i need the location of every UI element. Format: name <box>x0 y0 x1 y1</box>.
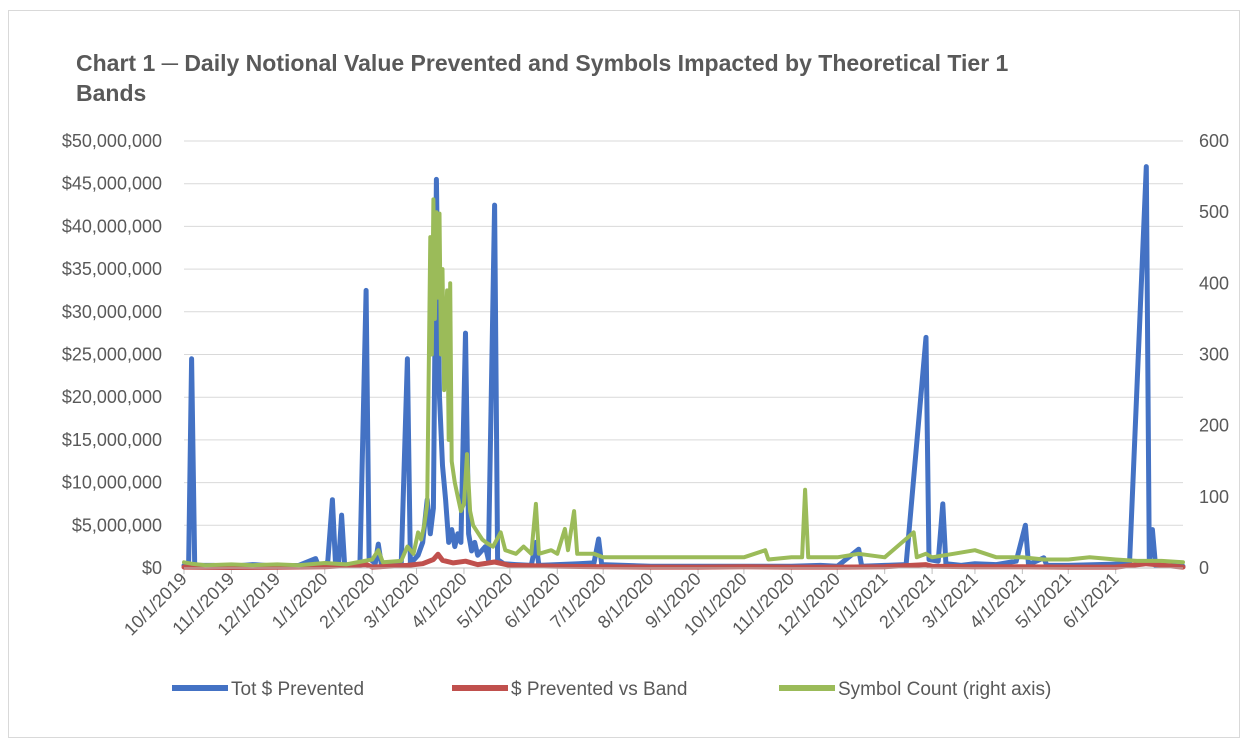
y2-tick-label: 300 <box>1199 345 1229 365</box>
y-tick-label: $40,000,000 <box>62 216 162 236</box>
y-tick-label: $35,000,000 <box>62 259 162 279</box>
y2-tick-label: 200 <box>1199 416 1229 436</box>
series-line-2 <box>182 197 1185 568</box>
legend-entry-label: Tot $ Prevented <box>231 679 364 700</box>
legend-entry-label: $ Prevented vs Band <box>511 679 687 700</box>
y-tick-label: $10,000,000 <box>62 473 162 493</box>
y2-tick-label: 400 <box>1199 273 1229 293</box>
series-layer <box>181 164 1186 570</box>
chart-title: Chart 1 ─ Daily Notional Value Prevented… <box>76 50 1009 106</box>
chart-frame <box>8 10 1240 738</box>
y-tick-label: $25,000,000 <box>62 345 162 365</box>
gridlines <box>184 140 1183 526</box>
y-tick-label: $20,000,000 <box>62 387 162 407</box>
y-tick-label: $45,000,000 <box>62 174 162 194</box>
y-tick-label: $30,000,000 <box>62 302 162 322</box>
series-line-1 <box>181 551 1186 570</box>
legend-entry-label: Symbol Count (right axis) <box>838 679 1051 700</box>
y2-tick-label: 600 <box>1199 131 1229 151</box>
y2-tick-label: 500 <box>1199 202 1229 222</box>
y2-tick-label: 0 <box>1199 558 1209 578</box>
y-tick-label: $5,000,000 <box>72 515 162 535</box>
left-axis-ticks: $0 $5,000,000 $10,000,000 $15,000,000 $20,00… <box>62 131 162 578</box>
x-axis-ticks: 10/1/201911/1/201912/1/20191/1/20202/1/2… <box>120 568 1123 639</box>
y-tick-label: $0 <box>142 558 162 578</box>
right-axis-ticks: 0 100 200 300 400 500 600 <box>1199 131 1229 578</box>
legend: Tot $ Prevented $ Prevented vs Band Symbol… <box>172 679 1051 700</box>
y2-tick-label: 100 <box>1199 487 1229 507</box>
y-tick-label: $50,000,000 <box>62 131 162 151</box>
y-tick-label: $15,000,000 <box>62 430 162 450</box>
